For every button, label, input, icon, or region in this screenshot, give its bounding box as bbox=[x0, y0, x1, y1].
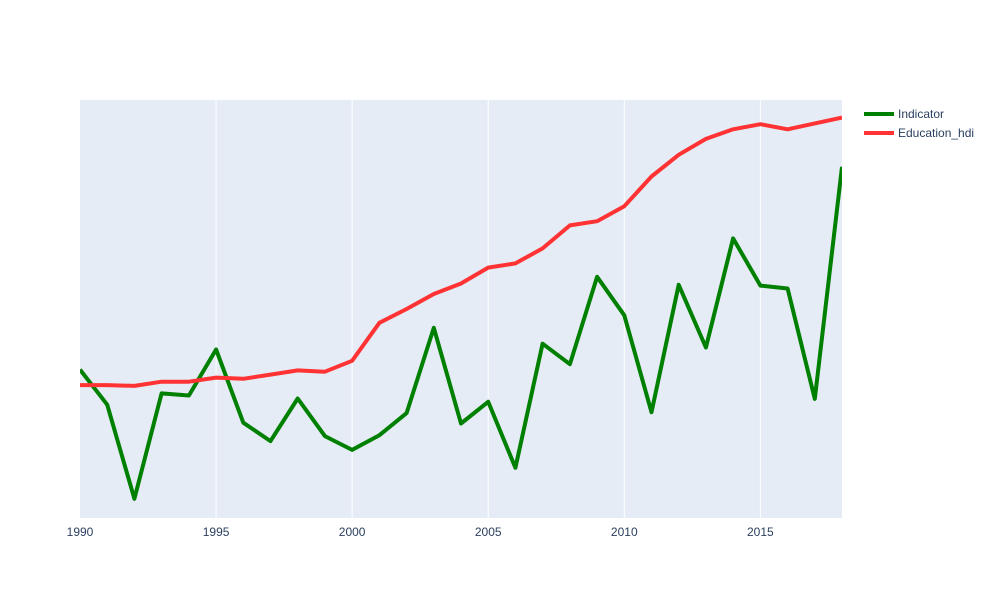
legend-label: Indicator bbox=[898, 107, 944, 121]
x-tick-label: 2010 bbox=[611, 525, 638, 539]
x-tick-label: 2005 bbox=[475, 525, 502, 539]
x-tick-label: 2000 bbox=[339, 525, 366, 539]
series-line-indicator bbox=[80, 166, 842, 501]
series-lines bbox=[80, 115, 842, 501]
legend-item[interactable]: Indicator bbox=[864, 107, 944, 121]
legend-item[interactable]: Education_hdi bbox=[864, 126, 974, 140]
x-axis-ticks: 1990 1995 2000 2005 2010 2015 bbox=[67, 525, 774, 539]
x-tick-label: 2015 bbox=[747, 525, 774, 539]
series-line-education-hdi bbox=[80, 115, 842, 388]
x-tick-label: 1995 bbox=[203, 525, 230, 539]
legend-label: Education_hdi bbox=[898, 126, 974, 140]
legend[interactable]: Indicator Education_hdi bbox=[864, 107, 974, 140]
x-tick-label: 1990 bbox=[67, 525, 94, 539]
plot-background bbox=[80, 100, 842, 518]
